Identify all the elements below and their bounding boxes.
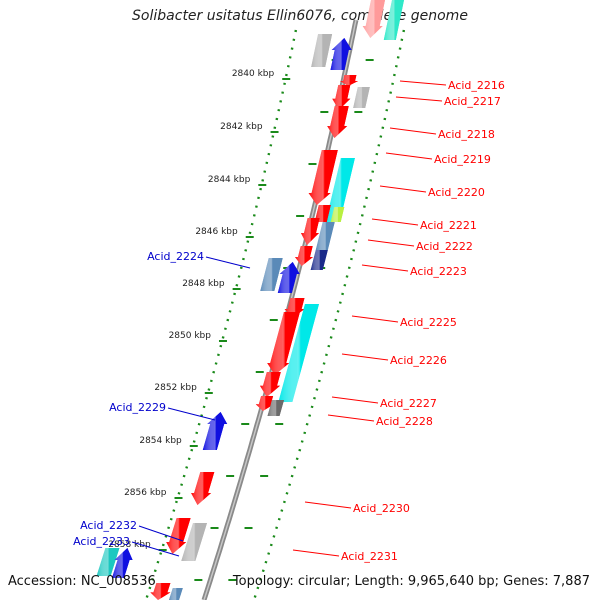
gene-feature-shade-2 <box>311 34 333 67</box>
gene-leader-line <box>331 396 379 404</box>
gene-leader-line <box>327 414 375 422</box>
gene-leader-line <box>351 315 399 323</box>
gene-feature-shade-21 <box>260 372 281 397</box>
gene-label-left[interactable]: Acid_2233 <box>73 535 130 548</box>
kbp-tick-label: 2842 kbp <box>220 122 263 132</box>
gene-feature-shade-11 <box>330 207 345 222</box>
gene-label-right[interactable]: Acid_2231 <box>341 550 398 563</box>
backbone-line <box>201 19 359 600</box>
gene-label-right[interactable]: Acid_2218 <box>438 128 495 141</box>
gene-feature-shade-6 <box>332 85 351 110</box>
kbp-tick-label: 2850 kbp <box>169 331 212 341</box>
gene-leader-line <box>167 407 216 421</box>
gene-leader-line <box>304 501 352 509</box>
gene-feature-shade-13 <box>315 222 335 250</box>
gene-feature-shade-14 <box>295 246 313 266</box>
gene-feature-shade-0 <box>362 0 385 38</box>
gene-leader-line <box>292 549 340 557</box>
gene-label-right[interactable]: Acid_2219 <box>434 153 491 166</box>
gene-label-right[interactable]: Acid_2228 <box>376 415 433 428</box>
gene-label-left[interactable]: Acid_2232 <box>80 519 137 532</box>
kbp-tick-label: 2848 kbp <box>182 279 225 289</box>
gene-feature-shade-8 <box>308 150 338 205</box>
kbp-tick-label: 2846 kbp <box>195 227 238 237</box>
gene-leader-line <box>361 264 409 272</box>
gene-label-right[interactable]: Acid_2223 <box>410 265 467 278</box>
gene-feature-shade-3 <box>330 38 352 70</box>
gene-features <box>96 0 404 600</box>
kbp-tick-label: 2852 kbp <box>154 383 197 393</box>
gene-leader-line <box>385 152 433 160</box>
map-title: Solibacter usitatus Ellin6076, complete … <box>132 8 468 24</box>
gene-leader-line <box>367 239 415 247</box>
gene-label-right[interactable]: Acid_2217 <box>444 95 501 108</box>
gene-leader-line <box>395 96 443 102</box>
gene-label-right[interactable]: Acid_2227 <box>380 397 437 410</box>
gene-feature-shade-10 <box>314 205 331 222</box>
kbp-tick-label: 2840 kbp <box>232 69 275 79</box>
gene-labels: Acid_2216 Acid_2217 Acid_2218 Acid_2219 Acid… <box>73 79 505 563</box>
gene-feature-shade-4 <box>340 75 359 86</box>
gene-feature-shade-31 <box>169 588 183 600</box>
gene-feature-shade-16 <box>260 258 283 291</box>
gene-leader-line <box>131 541 180 557</box>
dotted-guide-left <box>144 29 298 600</box>
gene-label-right[interactable]: Acid_2216 <box>448 79 505 92</box>
gene-feature-shade-23 <box>267 400 284 416</box>
gene-feature-shade-7 <box>327 106 349 138</box>
gene-feature-shade-1 <box>383 0 404 40</box>
gene-leader-line <box>379 185 427 193</box>
kbp-tick-label: 2844 kbp <box>208 175 251 185</box>
gene-leader-line <box>138 525 184 542</box>
accession-text: Accession: NC_008536 <box>8 574 156 589</box>
gene-feature-shade-28 <box>96 548 120 576</box>
kbp-tick-label: 2854 kbp <box>139 436 182 446</box>
gene-feature-shade-17 <box>277 262 300 293</box>
gene-feature-shade-5 <box>353 87 370 108</box>
gene-label-right[interactable]: Acid_2220 <box>428 186 485 199</box>
gene-feature-shade-27 <box>181 523 207 561</box>
gene-label-right[interactable]: Acid_2230 <box>353 502 410 515</box>
gene-feature-shade-29 <box>112 548 133 578</box>
gene-feature-shade-25 <box>191 472 215 505</box>
gene-feature-shade-30 <box>150 583 171 600</box>
gene-feature-shade-26 <box>166 518 191 554</box>
kbp-ticks: 2840 kbp 2842 kbp 2844 kbp 2846 kbp 2848 kbp… <box>108 69 291 551</box>
gene-label-right[interactable]: Acid_2225 <box>400 316 457 329</box>
gene-feature-shade-19 <box>267 312 300 375</box>
gene-leader-line <box>389 127 437 135</box>
gene-leader-line <box>399 80 447 86</box>
gene-feature-shade-15 <box>310 250 328 270</box>
gene-feature-shade-9 <box>325 158 355 222</box>
gene-label-left[interactable]: Acid_2229 <box>109 401 166 414</box>
genome-backbone <box>201 19 359 600</box>
gene-feature-shade-22 <box>255 396 274 411</box>
gene-feature-shade-12 <box>301 218 320 245</box>
gene-label-right[interactable]: Acid_2222 <box>416 240 473 253</box>
gene-leader-line <box>341 353 389 361</box>
gene-feature-shade-24 <box>202 412 228 450</box>
gene-leader-line <box>371 218 419 226</box>
topology-text: Topology: circular; Length: 9,965,640 bp… <box>232 574 590 589</box>
gene-label-right[interactable]: Acid_2226 <box>390 354 447 367</box>
gene-label-left[interactable]: Acid_2224 <box>147 250 204 263</box>
gene-leader-line <box>205 256 251 269</box>
gene-label-right[interactable]: Acid_2221 <box>420 219 477 232</box>
dotted-guides <box>144 29 406 600</box>
kbp-tick-label: 2858 kbp <box>108 540 151 550</box>
kbp-tick-label: 2856 kbp <box>124 488 167 498</box>
gene-feature-shade-20 <box>278 304 319 402</box>
backbone-highlight <box>203 19 357 600</box>
